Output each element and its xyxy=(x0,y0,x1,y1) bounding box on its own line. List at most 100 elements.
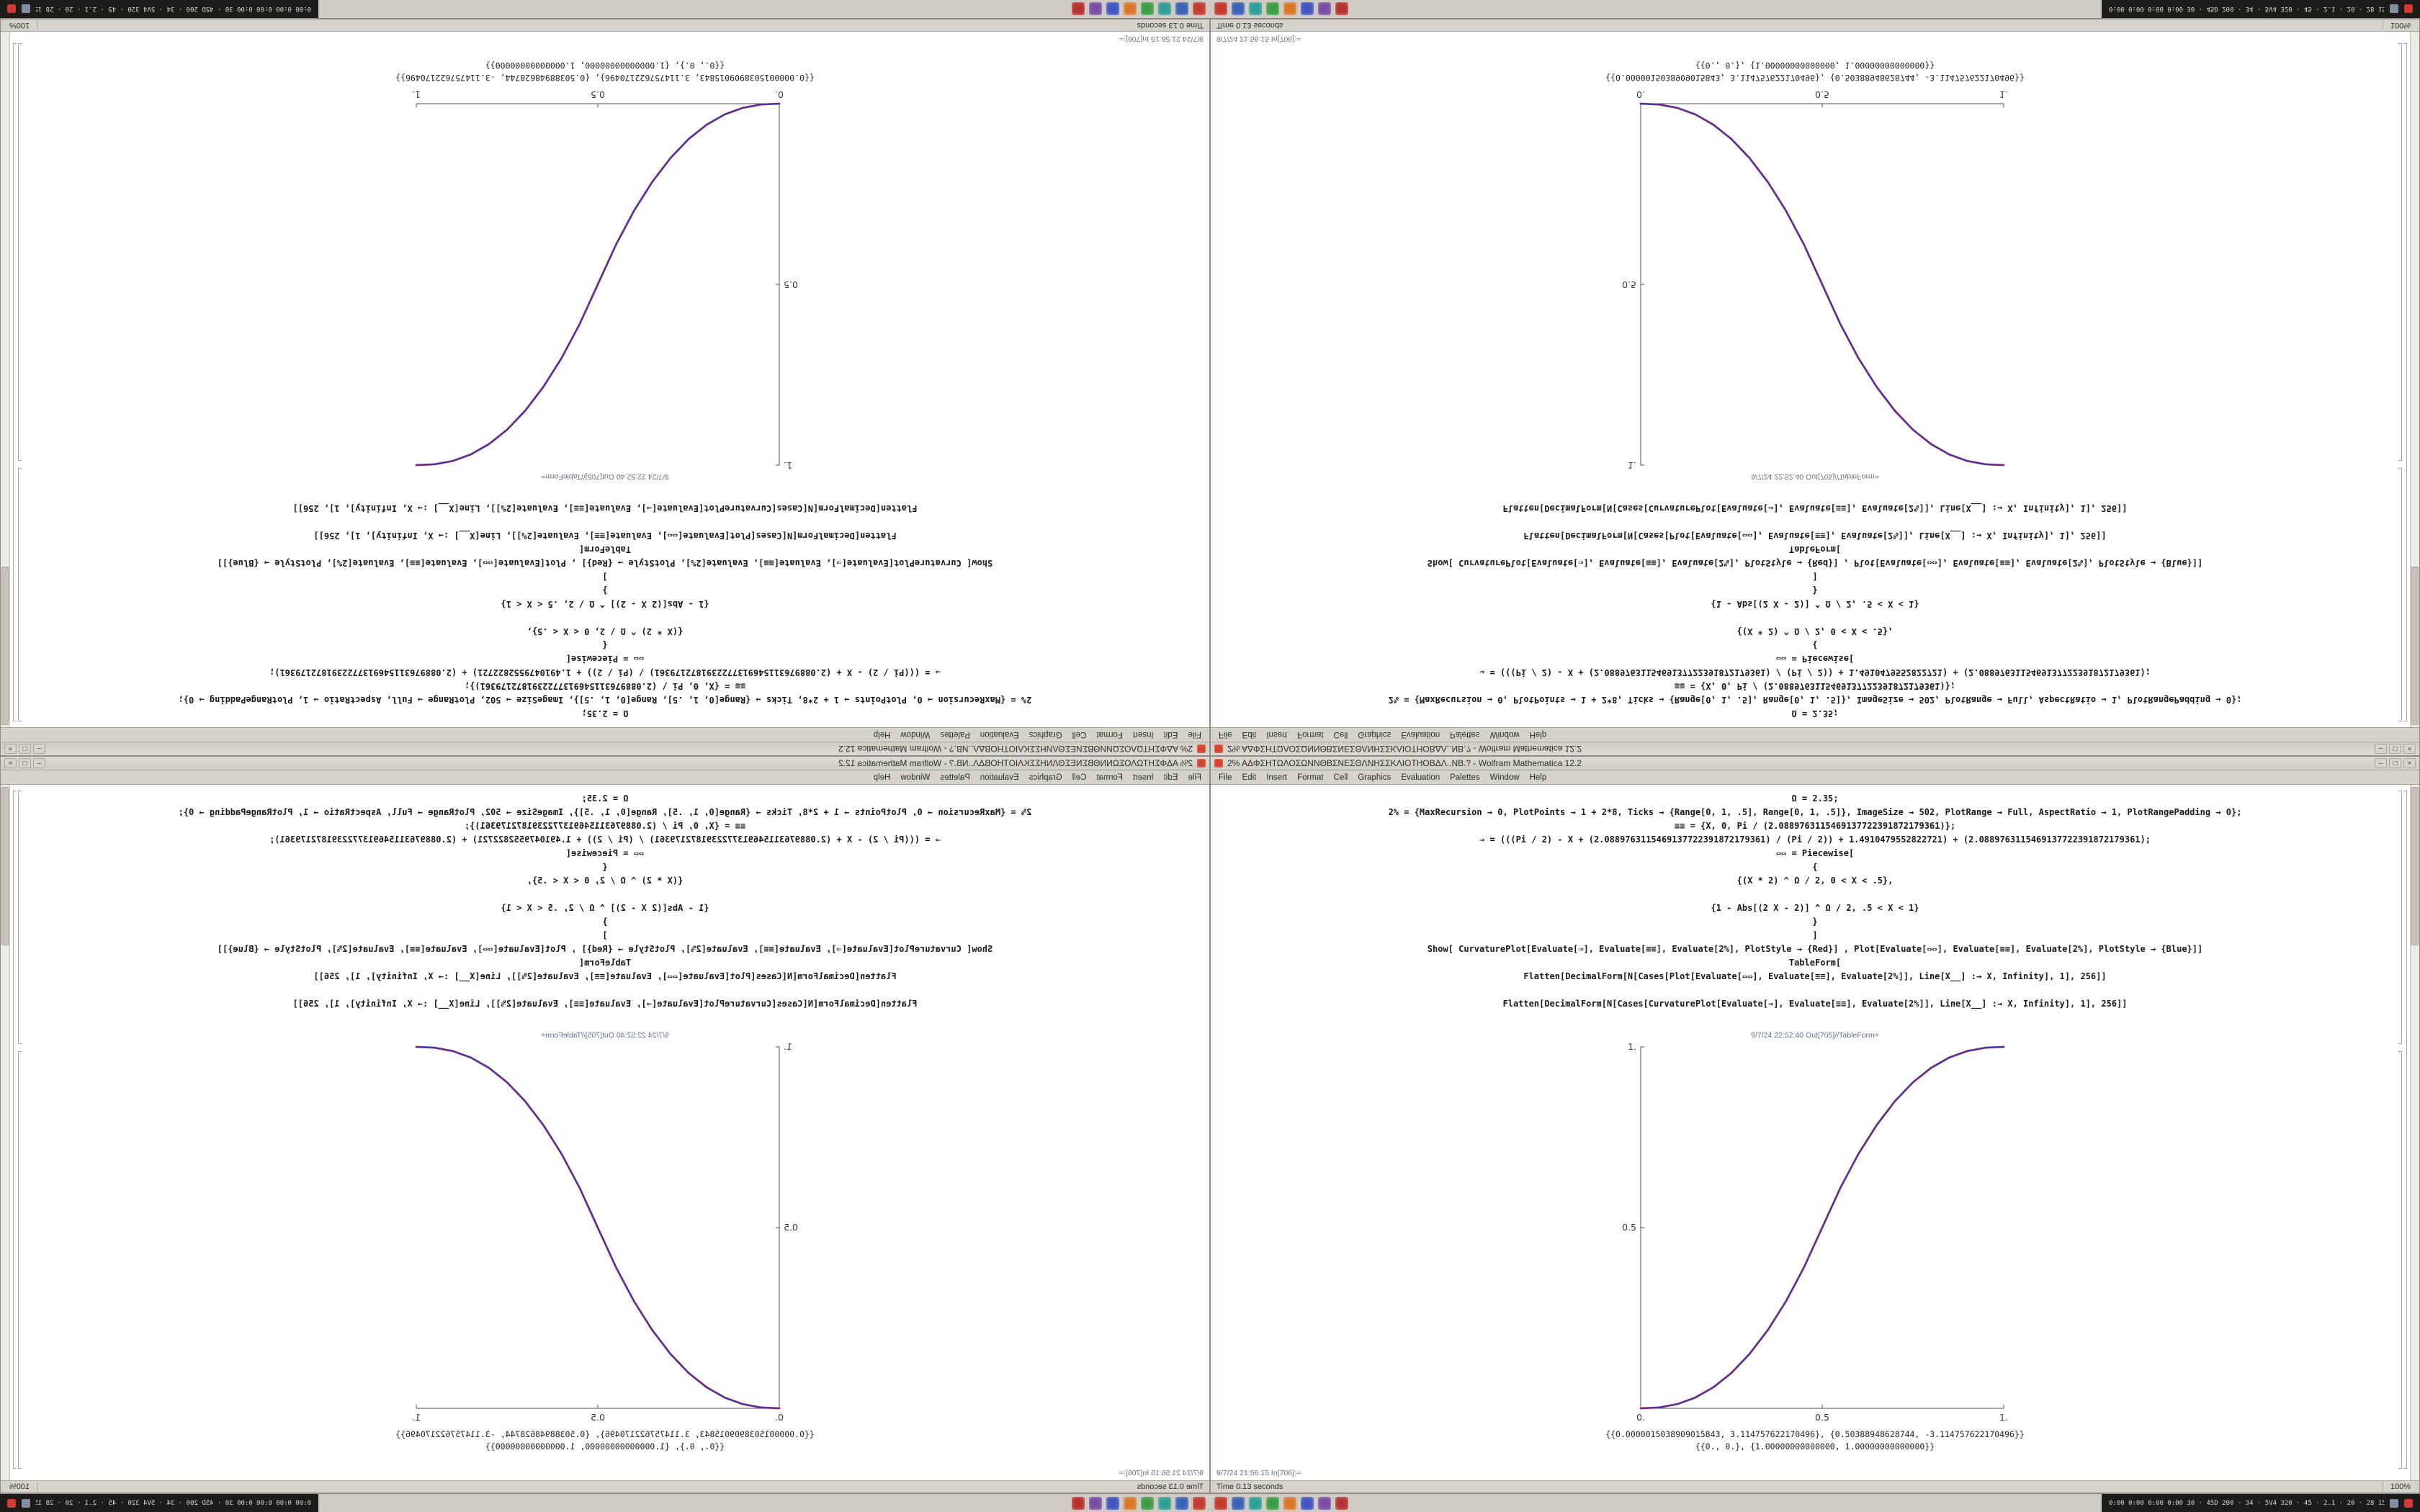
input-code-line[interactable]: Flatten[DecimalForm[N[Cases[CurvaturePlo… xyxy=(1502,999,2128,1009)
taskbar-icon-teal[interactable] xyxy=(1249,1497,1262,1510)
notebook-content[interactable]: Ω = 2.35; 2% = {MaxRecursion → 0, PlotPoi… xyxy=(1,785,1209,1480)
tray-network-icon[interactable] xyxy=(22,1498,30,1508)
cell-bracket[interactable] xyxy=(2403,43,2407,721)
input-code-line[interactable]: ⇔⇔ = Piecewise[ xyxy=(1775,848,1855,858)
input-code-line[interactable]: { xyxy=(602,862,608,872)
taskbar-icon-indigo[interactable] xyxy=(1106,1497,1119,1510)
cell-bracket[interactable] xyxy=(13,43,17,721)
cell-bracket[interactable] xyxy=(2398,468,2402,721)
zoom-level[interactable]: 100% xyxy=(6,1482,38,1491)
menu-item-window[interactable]: Window xyxy=(900,773,931,782)
taskbar-icon-indigo[interactable] xyxy=(1301,2,1314,15)
menu-item-evaluation[interactable]: Evaluation xyxy=(1401,730,1440,739)
menu-item-evaluation[interactable]: Evaluation xyxy=(980,730,1019,739)
menu-item-palettes[interactable]: Palettes xyxy=(940,730,970,739)
input-code-line[interactable]: Show[ CurvaturePlot[Evaluate[⇒], Evaluat… xyxy=(1427,944,2203,954)
cell-bracket[interactable] xyxy=(2398,43,2402,461)
maximize-button[interactable]: □ xyxy=(19,744,31,754)
menu-item-file[interactable]: File xyxy=(1188,773,1201,782)
input-code-line[interactable]: ⇒ = (((Pi / 2) - X + (2.0889763115469137… xyxy=(1479,667,2151,678)
menu-item-window[interactable]: Window xyxy=(1489,730,1520,739)
input-code-line[interactable]: Ω = 2.35; xyxy=(1791,793,1839,804)
input-code-line[interactable] xyxy=(1,984,1209,997)
menu-item-edit[interactable]: Edit xyxy=(1242,773,1257,782)
window-titlebar[interactable]: 2% ΑΔΦΣΗΤΩΛΟΣΩΝΝΘΒΣΝΕΣΘΛΝΗΣΣΚΛΙΟΤΗΟΒΔΛ..… xyxy=(1,757,1209,770)
scrollbar-thumb[interactable] xyxy=(1,787,9,945)
cell-bracket[interactable] xyxy=(2403,791,2407,1469)
input-code-line[interactable]: 2% = {MaxRecursion → 0, PlotPoints → 1 +… xyxy=(1388,695,2242,705)
input-code-line[interactable]: ⇔⇔ = Piecewise[ xyxy=(565,848,645,858)
taskbar-icon-purple[interactable] xyxy=(1318,2,1331,15)
cell-bracket[interactable] xyxy=(18,468,22,721)
taskbar-icon-green[interactable] xyxy=(1266,2,1279,15)
close-button[interactable]: × xyxy=(4,758,17,768)
input-code-line[interactable]: ] xyxy=(1812,572,1818,582)
input-code-line[interactable]: ≡≡ = {X, 0, Pi / (2.08897631154691377223… xyxy=(464,681,746,691)
menu-item-help[interactable]: Help xyxy=(1529,730,1547,739)
menu-item-evaluation[interactable]: Evaluation xyxy=(980,773,1019,782)
taskbar-icon-orange[interactable] xyxy=(1283,1497,1296,1510)
taskbar-icon-blue[interactable] xyxy=(1232,1497,1245,1510)
menu-item-evaluation[interactable]: Evaluation xyxy=(1401,773,1440,782)
input-code-line[interactable]: } xyxy=(602,917,608,927)
menu-item-edit[interactable]: Edit xyxy=(1242,730,1257,739)
input-code-line[interactable]: ≡≡ = {X, 0, Pi / (2.08897631154691377223… xyxy=(464,821,746,831)
input-code-line[interactable] xyxy=(1211,888,2419,901)
cell-bracket[interactable] xyxy=(2398,1051,2402,1469)
taskbar-icon-blue[interactable] xyxy=(1175,2,1188,15)
taskbar-icon-crimson[interactable] xyxy=(1335,1497,1348,1510)
menu-item-help[interactable]: Help xyxy=(1529,773,1547,782)
input-code-line[interactable]: Flatten[DecimalForm[N[Cases[Plot[Evaluat… xyxy=(313,531,897,541)
close-button[interactable]: × xyxy=(4,744,17,754)
input-code-line[interactable] xyxy=(1211,984,2419,997)
input-code-line[interactable]: { xyxy=(1812,640,1818,650)
menu-item-window[interactable]: Window xyxy=(900,730,931,739)
tray-alert-icon[interactable] xyxy=(7,4,16,14)
input-code-line[interactable]: ⇒ = (((Pi / 2) - X + (2.0889763115469137… xyxy=(1479,834,2151,845)
input-code-line[interactable]: Flatten[DecimalForm[N[Cases[Plot[Evaluat… xyxy=(1523,971,2107,981)
menu-item-insert[interactable]: Insert xyxy=(1132,773,1154,782)
taskbar-icon-crimson[interactable] xyxy=(1072,2,1085,15)
maximize-button[interactable]: □ xyxy=(2389,758,2401,768)
menu-item-palettes[interactable]: Palettes xyxy=(940,773,970,782)
tray-network-icon[interactable] xyxy=(22,4,30,14)
menu-item-palettes[interactable]: Palettes xyxy=(1450,730,1480,739)
taskbar-icon-purple[interactable] xyxy=(1089,2,1102,15)
input-code-line[interactable]: {1 - Abs[(2 X - 2)] ^ Ω / 2, .5 < X < 1} xyxy=(501,903,709,913)
input-code-line[interactable]: Flatten[DecimalForm[N[Cases[CurvaturePlo… xyxy=(292,503,918,513)
zoom-level[interactable]: 100% xyxy=(2382,1482,2414,1491)
menu-item-cell[interactable]: Cell xyxy=(1072,730,1087,739)
taskbar-icon-red[interactable] xyxy=(1193,1497,1206,1510)
input-code-line[interactable]: ≡≡ = {X, 0, Pi / (2.08897631154691377223… xyxy=(1674,681,1956,691)
input-code-line[interactable]: ≡≡ = {X, 0, Pi / (2.08897631154691377223… xyxy=(1674,821,1956,831)
input-code-line[interactable]: Ω = 2.35; xyxy=(581,708,629,719)
minimize-button[interactable]: – xyxy=(33,758,45,768)
input-code-line[interactable]: } xyxy=(1812,585,1818,595)
input-code-line[interactable]: } xyxy=(1812,917,1818,927)
input-code-line[interactable] xyxy=(1211,515,2419,528)
taskbar-icon-indigo[interactable] xyxy=(1106,2,1119,15)
input-code-line[interactable]: 2% = {MaxRecursion → 0, PlotPoints → 1 +… xyxy=(178,807,1032,817)
input-code-line[interactable]: { xyxy=(602,640,608,650)
maximize-button[interactable]: □ xyxy=(19,758,31,768)
notebook-content[interactable]: Ω = 2.35; 2% = {MaxRecursion → 0, PlotPoi… xyxy=(1211,32,2419,727)
menu-item-edit[interactable]: Edit xyxy=(1163,773,1178,782)
input-code-line[interactable]: ] xyxy=(602,930,608,940)
taskbar-icon-blue[interactable] xyxy=(1175,1497,1188,1510)
menu-item-insert[interactable]: Insert xyxy=(1266,773,1288,782)
taskbar-icon-green[interactable] xyxy=(1266,1497,1279,1510)
input-code-line[interactable]: TableForm[ xyxy=(578,958,632,968)
input-code-line[interactable] xyxy=(1,888,1209,901)
menu-item-graphics[interactable]: Graphics xyxy=(1358,730,1392,739)
taskbar-icon-purple[interactable] xyxy=(1318,1497,1331,1510)
menu-item-cell[interactable]: Cell xyxy=(1333,773,1348,782)
taskbar-icon-red[interactable] xyxy=(1214,1497,1227,1510)
input-code-line[interactable]: TableForm[ xyxy=(1788,958,1842,968)
input-code-line[interactable]: {1 - Abs[(2 X - 2)] ^ Ω / 2, .5 < X < 1} xyxy=(1711,599,1919,609)
menu-item-insert[interactable]: Insert xyxy=(1266,730,1288,739)
input-code-line[interactable]: ⇔⇔ = Piecewise[ xyxy=(565,654,645,664)
scrollbar-thumb[interactable] xyxy=(2411,787,2419,945)
cell-bracket[interactable] xyxy=(13,791,17,1469)
close-button[interactable]: × xyxy=(2403,744,2416,754)
menu-item-format[interactable]: Format xyxy=(1297,730,1324,739)
